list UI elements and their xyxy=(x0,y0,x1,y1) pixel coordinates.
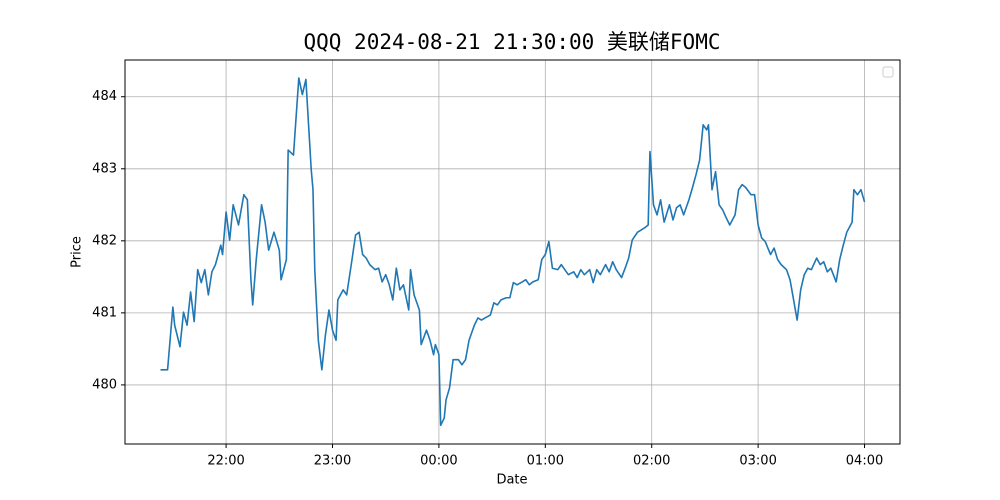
x-tick-label: 04:00 xyxy=(846,454,883,469)
x-tick-label: 03:00 xyxy=(739,454,776,469)
y-tick-label: 480 xyxy=(92,377,117,392)
y-axis-label: Price xyxy=(70,236,85,268)
y-tick-label: 484 xyxy=(92,89,117,104)
x-tick-label: 23:00 xyxy=(314,454,351,469)
price-line xyxy=(160,77,866,427)
x-tick-label: 01:00 xyxy=(527,454,564,469)
x-axis-label: Date xyxy=(496,473,527,488)
x-tick-label: 02:00 xyxy=(633,454,670,469)
x-tick-label: 22:00 xyxy=(207,454,244,469)
chart-title: QQQ 2024-08-21 21:30:00 美联储FOMC xyxy=(303,30,720,54)
grid xyxy=(125,60,900,444)
y-tick-label: 482 xyxy=(92,233,117,248)
axes-frame xyxy=(124,59,901,445)
y-tick-label: 483 xyxy=(92,161,117,176)
legend xyxy=(882,66,894,78)
y-tick-label: 481 xyxy=(92,305,117,320)
x-tick-label: 00:00 xyxy=(420,454,457,469)
plot xyxy=(160,77,866,427)
